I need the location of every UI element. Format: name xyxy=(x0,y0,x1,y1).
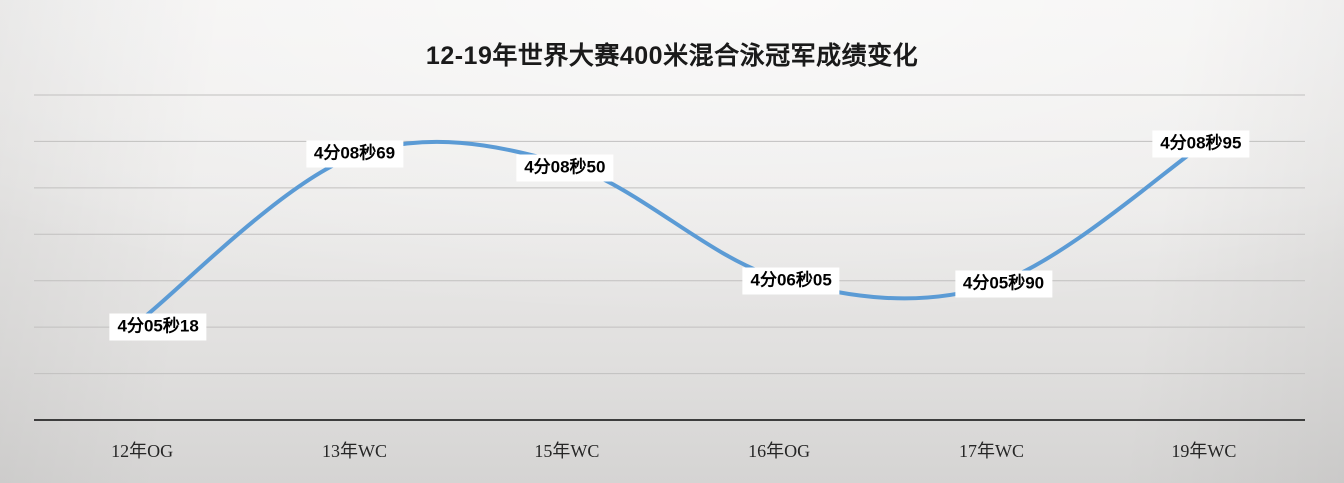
x-axis-label: 19年WC xyxy=(1171,441,1237,461)
data-label: 4分06秒05 xyxy=(742,267,840,295)
x-axis-label: 16年OG xyxy=(748,441,811,461)
x-axis-label: 15年WC xyxy=(534,441,600,461)
series-line xyxy=(140,139,1206,321)
x-axis-label: 17年WC xyxy=(959,441,1024,461)
data-label: 4分08秒69 xyxy=(305,140,404,168)
data-label: 4分05秒90 xyxy=(954,270,1053,298)
data-label: 4分05秒18 xyxy=(109,313,207,341)
x-axis-label: 12年OG xyxy=(111,441,174,461)
chart-title: 12-19年世界大赛400米混合泳冠军成绩变化 xyxy=(425,42,919,70)
x-axis-label: 13年WC xyxy=(322,441,387,461)
data-label: 4分08秒95 xyxy=(1152,130,1250,158)
data-label: 4分08秒50 xyxy=(516,154,614,182)
